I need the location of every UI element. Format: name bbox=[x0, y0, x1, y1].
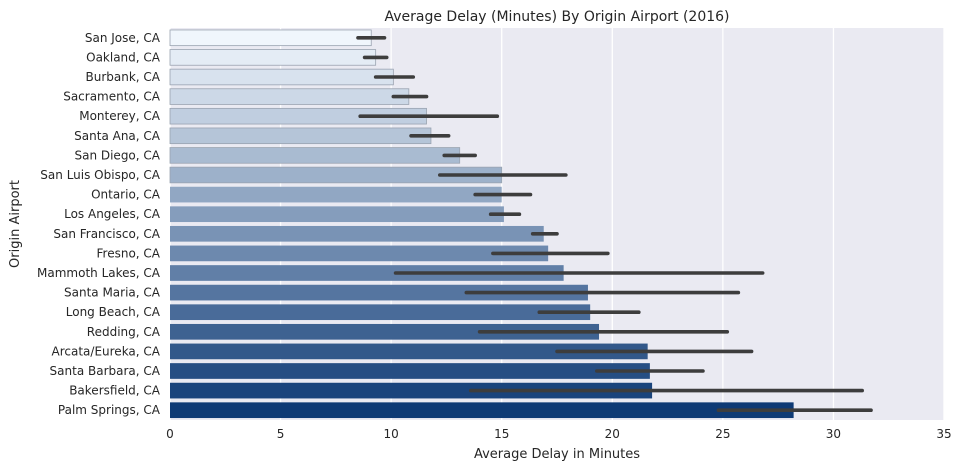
bars bbox=[169, 29, 794, 419]
y-axis-label: Origin Airport bbox=[8, 180, 23, 268]
x-tick-label: 25 bbox=[715, 427, 730, 441]
y-tick-label: Burbank, CA bbox=[85, 70, 160, 84]
y-tick-label: Arcata/Eureka, CA bbox=[52, 344, 161, 358]
y-tick-label: Mammoth Lakes, CA bbox=[37, 266, 161, 280]
x-tick-label: 5 bbox=[277, 427, 285, 441]
bar bbox=[170, 186, 502, 203]
plot-area bbox=[170, 28, 944, 420]
bar bbox=[170, 206, 504, 223]
y-tick-label: Oakland, CA bbox=[86, 50, 161, 64]
y-tick-label: San Luis Obispo, CA bbox=[40, 168, 160, 182]
x-tick-label: 15 bbox=[494, 427, 509, 441]
y-tick-label: San Diego, CA bbox=[74, 148, 160, 162]
bar bbox=[170, 343, 648, 360]
y-tick-label: Monterey, CA bbox=[79, 109, 161, 123]
x-axis-label: Average Delay in Minutes bbox=[474, 447, 640, 462]
y-tick-label: Santa Barbara, CA bbox=[50, 364, 161, 378]
bar bbox=[170, 402, 794, 419]
x-tick-label: 0 bbox=[166, 427, 174, 441]
bar bbox=[169, 127, 432, 145]
bar bbox=[170, 284, 588, 301]
bar bbox=[170, 363, 650, 379]
bar bbox=[170, 265, 564, 281]
chart-title: Average Delay (Minutes) By Origin Airpor… bbox=[384, 9, 729, 25]
y-tick-label: Los Angeles, CA bbox=[64, 207, 161, 221]
y-tick-label: Fresno, CA bbox=[97, 246, 161, 260]
error-bars bbox=[356, 35, 873, 413]
bar bbox=[169, 88, 410, 105]
y-tick-label: Santa Maria, CA bbox=[64, 286, 161, 300]
bar bbox=[170, 382, 653, 399]
bar bbox=[169, 29, 372, 47]
y-tick-label: San Francisco, CA bbox=[53, 227, 160, 241]
y-tick-label: Ontario, CA bbox=[91, 188, 161, 202]
y-tick-label: Redding, CA bbox=[87, 325, 161, 339]
bar bbox=[169, 147, 461, 164]
x-tick-labels: 0 5 10 15 20 25 30 35 bbox=[166, 427, 951, 441]
y-tick-label: San Jose, CA bbox=[85, 31, 161, 45]
y-tick-label: Long Beach, CA bbox=[66, 305, 161, 319]
bar bbox=[169, 68, 394, 86]
y-tick-label: Sacramento, CA bbox=[63, 90, 161, 104]
bar bbox=[170, 245, 549, 262]
x-tick-label: 35 bbox=[936, 427, 951, 441]
bar bbox=[170, 225, 544, 242]
y-tick-labels: San Jose, CA Oakland, CA Burbank, CA Sacram… bbox=[37, 31, 161, 417]
bar bbox=[170, 304, 591, 321]
y-tick-label: Santa Ana, CA bbox=[74, 129, 161, 143]
bar bbox=[169, 49, 377, 66]
bar bbox=[170, 323, 600, 340]
x-tick-label: 30 bbox=[826, 427, 841, 441]
x-tick-label: 20 bbox=[605, 427, 620, 441]
x-tick-label: 10 bbox=[384, 427, 399, 441]
y-tick-label: Palm Springs, CA bbox=[58, 403, 161, 417]
y-tick-label: Bakersfield, CA bbox=[69, 384, 161, 398]
